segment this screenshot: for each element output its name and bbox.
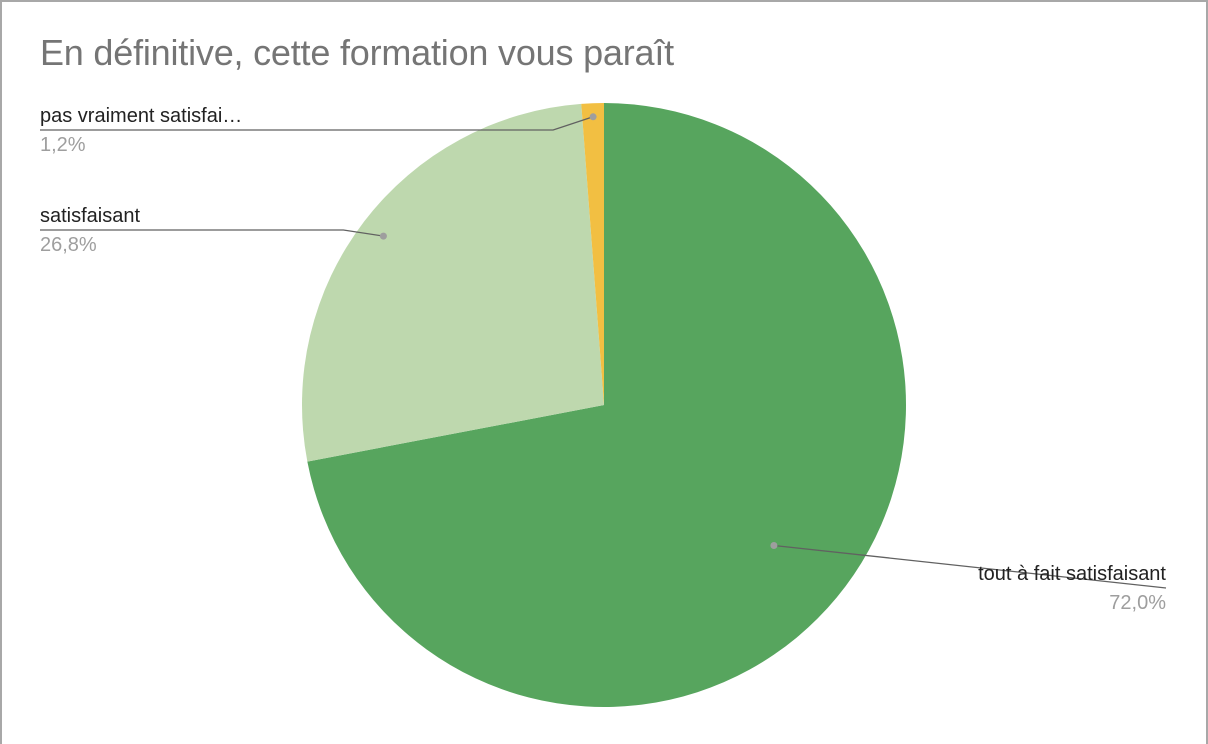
slice-percent-label: 72,0% <box>1109 592 1166 614</box>
slice-percent-label: 1,2% <box>40 134 86 156</box>
slice-label: pas vraiment satisfai… <box>40 105 242 127</box>
slice-percent-label: 26,8% <box>40 234 97 256</box>
pie-slice[interactable] <box>307 103 907 707</box>
leader-dot <box>589 113 597 121</box>
leader-line <box>40 116 594 131</box>
pie-slices <box>302 103 907 707</box>
leader-dot <box>770 542 778 549</box>
leader-line <box>773 544 1167 589</box>
leader-dot <box>379 232 387 240</box>
pie-slice[interactable] <box>581 103 604 405</box>
pie-labels: tout à fait satisfaisant 72,0% satisfaisan… <box>40 105 1166 614</box>
chart-title: En définitive, cette formation vous para… <box>40 32 674 73</box>
pie-slice[interactable] <box>302 103 604 462</box>
slice-label: tout à fait satisfaisant <box>978 563 1166 585</box>
leader-line <box>40 229 384 237</box>
slice-label: satisfaisant <box>40 205 140 227</box>
